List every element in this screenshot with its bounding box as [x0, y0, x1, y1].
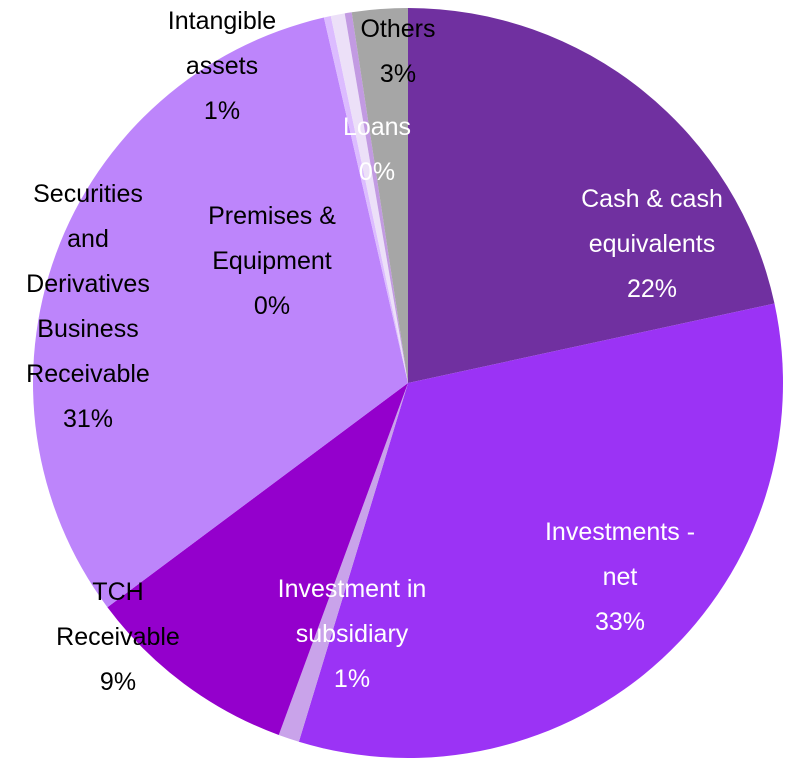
category-name: Investment in subsidiary — [277, 575, 427, 648]
value-label: 1% — [333, 665, 371, 693]
category-name: Cash & cash equivalents — [581, 185, 723, 258]
value-label: 33% — [594, 608, 646, 636]
category-name: Intangible assets — [167, 7, 277, 80]
value-label: 0% — [253, 292, 291, 320]
category-name: Premises & Equipment — [208, 202, 336, 275]
slice-label: Investment in subsidiary 1% — [276, 567, 428, 702]
pie-slice — [408, 8, 775, 383]
slice-label: Loans 0% — [317, 105, 437, 195]
value-label: 0% — [358, 158, 396, 186]
value-label: 22% — [626, 275, 678, 303]
value-label: 1% — [203, 97, 241, 125]
pie-slice — [33, 17, 409, 608]
pie-slice — [351, 8, 408, 383]
category-name: Others — [360, 15, 436, 43]
pie-slice — [298, 303, 783, 758]
slice-label: Others 3% — [338, 7, 458, 97]
slice-label: Securities and Derivatives Business Rece… — [13, 172, 163, 442]
slice-label: Premises & Equipment 0% — [192, 194, 352, 329]
pie-slice — [323, 16, 408, 383]
slice-label: Cash & cash equivalents 22% — [562, 177, 742, 312]
value-label: 9% — [99, 668, 137, 696]
pie-slice — [107, 383, 408, 736]
category-name: TCH Receivable — [56, 578, 180, 651]
slice-label: TCH Receivable 9% — [48, 570, 188, 705]
slice-label: Intangible assets 1% — [157, 0, 287, 134]
value-label: 31% — [62, 405, 114, 433]
value-label: 3% — [379, 60, 417, 88]
category-name: Investments - net — [544, 518, 696, 591]
pie-slice — [344, 12, 408, 384]
pie-slice — [330, 13, 408, 384]
category-name: Securities and Derivatives Business Rece… — [26, 180, 150, 388]
category-name: Loans — [342, 113, 412, 141]
pie-slice — [278, 383, 408, 742]
slice-label: Investments - net 33% — [540, 510, 700, 645]
